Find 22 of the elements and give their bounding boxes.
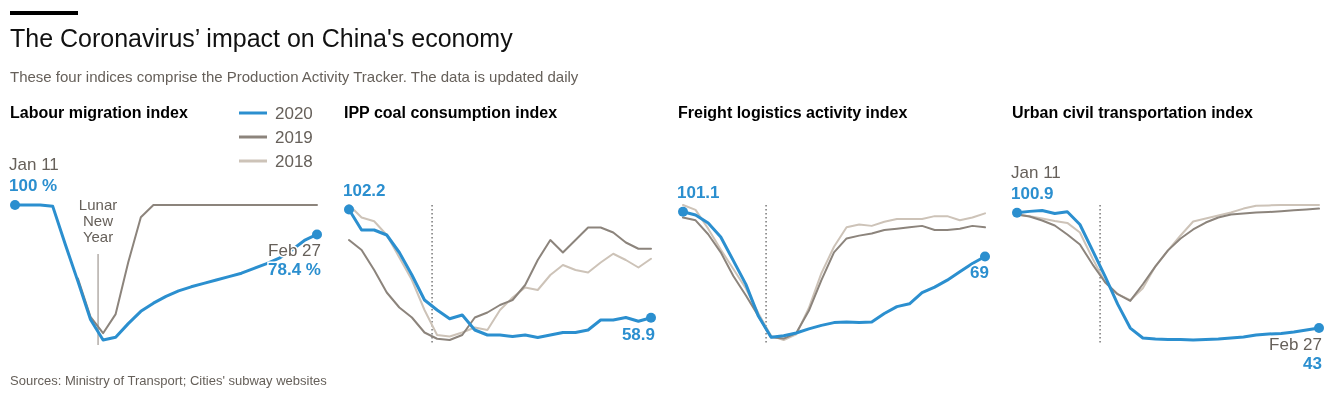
- data-label: 100.9: [1011, 183, 1054, 203]
- data-label: 69: [970, 263, 989, 283]
- chart-title: Urban civil transportation index: [1012, 104, 1254, 121]
- legend-label: 2018: [275, 152, 313, 171]
- data-label: 100 %: [9, 176, 58, 195]
- legend-label: 2019: [275, 128, 313, 147]
- text: Jan 11: [1011, 162, 1061, 182]
- data-label: 78.4 %: [268, 260, 321, 280]
- text: These four indices comprise the Production Activity Tracker. The data is updated daily: [10, 68, 579, 85]
- data-label: 101.1: [677, 182, 720, 202]
- annotation: Feb 27: [1269, 335, 1322, 355]
- data-label: 43: [1303, 354, 1322, 374]
- text: The Coronavirus’ impact on China's economy: [10, 24, 514, 52]
- data-label: 58.9: [621, 324, 655, 344]
- legend-label: 2020: [275, 104, 313, 123]
- annotation: Lunar New Year: [78, 196, 118, 245]
- chart-title: Freight logistics activity index: [678, 104, 908, 121]
- chart-title: Labour migration index: [10, 104, 188, 121]
- data-label: 102.2: [343, 180, 386, 200]
- chart-title: IPP coal consumption index: [344, 104, 558, 121]
- text: Jan 11: [9, 155, 59, 174]
- source-note: Sources: Ministry of Transport; Cities' subway websites: [10, 373, 328, 388]
